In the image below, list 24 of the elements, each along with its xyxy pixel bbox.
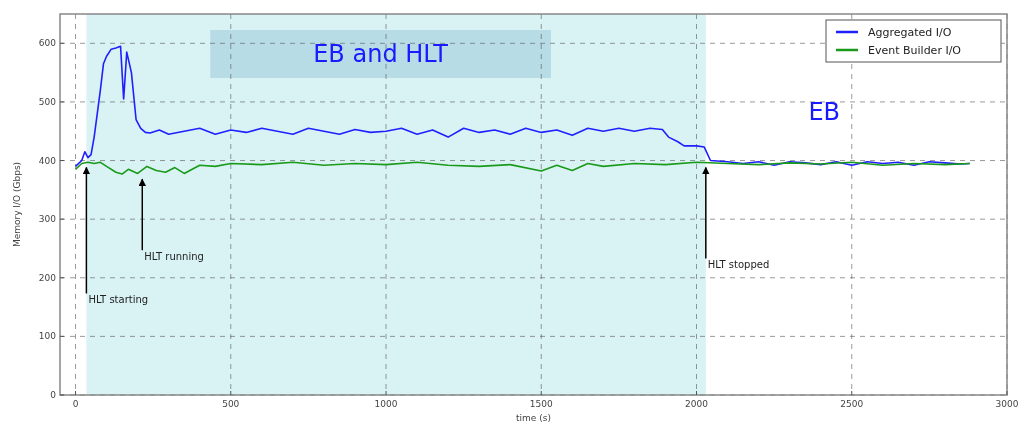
line-series — [74, 161, 971, 175]
y-axis-title: Memory I/O (Gbps) — [12, 161, 22, 248]
x-tick-label: 2000 — [685, 399, 709, 409]
annotation: HLT stopped — [707, 259, 770, 271]
x-tick-label: 500 — [222, 399, 240, 409]
y-tick-label: 400 — [38, 155, 57, 166]
annotation: HLT running — [144, 251, 204, 263]
annotation: EB — [808, 97, 841, 126]
x-axis-title: time (s) — [516, 413, 551, 423]
x-tick-label: 1500 — [529, 399, 553, 409]
legend-label: Aggregated I/O — [868, 26, 952, 39]
x-tick-label: 3000 — [995, 399, 1019, 409]
x-tick-label: 1000 — [374, 399, 398, 409]
y-tick-label: 0 — [50, 390, 57, 400]
x-tick-label: 2500 — [840, 399, 864, 409]
y-tick-label: 600 — [38, 38, 57, 49]
legend-label: Event Builder I/O — [868, 44, 962, 57]
y-tick-label: 200 — [38, 272, 57, 283]
band-label: EB and HLT — [313, 40, 449, 68]
y-tick-label: 500 — [38, 96, 57, 107]
x-tick-label: 0 — [72, 399, 79, 409]
y-tick-label: 100 — [38, 331, 57, 342]
y-tick-label: 300 — [38, 214, 57, 225]
annotation: HLT starting — [88, 294, 149, 306]
